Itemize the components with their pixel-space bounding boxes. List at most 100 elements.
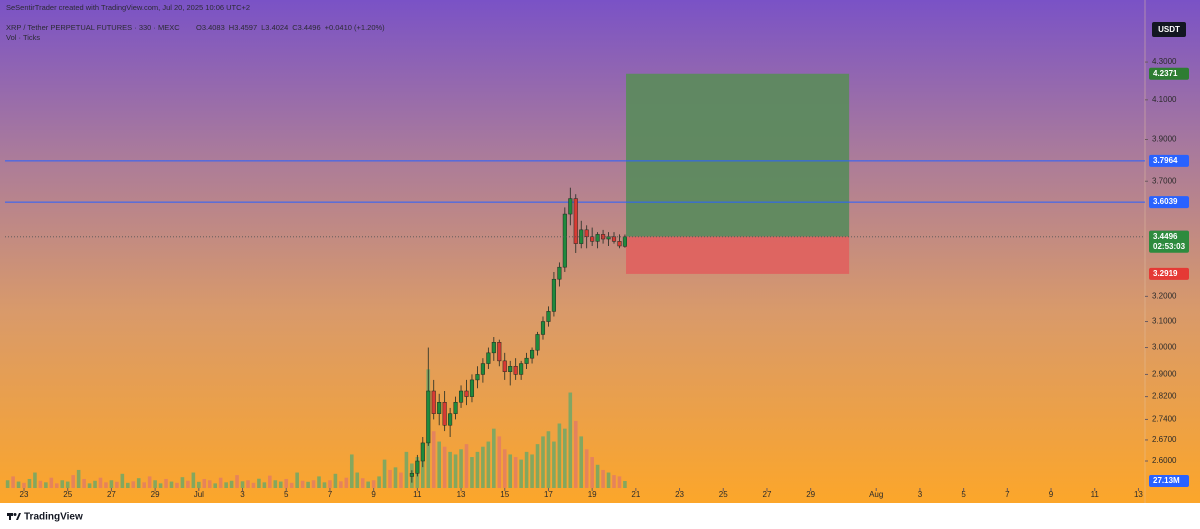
volume-bar	[448, 451, 452, 488]
x-tick-label: 5	[961, 490, 966, 499]
volume-bar	[617, 476, 622, 488]
volume-label-badge	[1149, 475, 1189, 488]
candle-body	[562, 213, 567, 268]
volume-bar	[44, 482, 48, 488]
legend-value: H3.4597	[229, 23, 257, 32]
candle-body	[437, 401, 442, 414]
volume-title: Vol · Ticks	[6, 33, 40, 42]
volume-bar	[218, 477, 223, 488]
volume-bar	[98, 477, 103, 488]
volume-bar	[606, 472, 611, 488]
target-label-badge	[1149, 67, 1189, 80]
candle-body	[458, 390, 464, 403]
volume-bar	[257, 478, 261, 488]
volume-bar	[623, 481, 627, 488]
volume-bar	[502, 449, 507, 488]
x-tick-label: 23	[675, 490, 684, 499]
volume-bar	[437, 441, 441, 488]
candle-body	[546, 311, 551, 322]
x-tick-label: 23	[20, 490, 29, 499]
footer-brand: TradingView	[24, 512, 83, 523]
y-tick-label: 4.1000	[1152, 95, 1177, 104]
volume-bar	[535, 444, 540, 488]
volume-bar	[289, 482, 294, 488]
volume-bar	[207, 480, 212, 488]
candle-body	[442, 401, 447, 426]
volume-bar	[235, 475, 239, 488]
volume-bar	[475, 451, 480, 488]
x-tick-label: 3	[240, 490, 245, 499]
candle-body	[453, 401, 458, 414]
candle-body	[540, 321, 546, 335]
volume-bar	[27, 478, 32, 488]
volume-label: 27.13M	[1153, 476, 1180, 485]
candle-body	[426, 390, 431, 444]
volume-bar	[142, 482, 146, 488]
x-tick-label: 29	[151, 490, 160, 499]
volume-bar	[377, 476, 381, 488]
volume-bar	[328, 480, 332, 488]
last-price-label-countdown: 02:53:03	[1153, 242, 1186, 251]
line-label-badge	[1149, 154, 1189, 167]
volume-bar	[60, 480, 65, 488]
candle-body	[491, 342, 496, 354]
candle-body	[464, 390, 469, 397]
x-tick-label: 29	[806, 490, 815, 499]
legend-value: C3.4496	[292, 23, 320, 32]
legend-value: O3.4083	[196, 23, 225, 32]
candle-body	[420, 442, 425, 462]
volume-bar	[322, 482, 327, 488]
x-tick-label: 13	[1134, 490, 1143, 499]
x-tick-label: 11	[1091, 490, 1100, 499]
volume-bar	[251, 482, 256, 488]
x-tick-label: 13	[457, 490, 466, 499]
candle-body	[480, 363, 485, 375]
volume-bar	[464, 444, 469, 488]
candle-body	[595, 234, 600, 242]
volume-bar	[229, 480, 234, 488]
volume-bar	[541, 436, 545, 488]
legend-value: L3.4024	[261, 23, 288, 32]
volume-bar	[126, 482, 130, 488]
x-tick-label: 25	[719, 490, 728, 499]
volume-bar	[552, 441, 556, 488]
volume-bar	[317, 476, 321, 488]
volume-bar	[158, 483, 163, 488]
volume-bar	[442, 446, 447, 488]
volume-bar	[573, 420, 578, 488]
candle-body	[573, 198, 578, 244]
footer-background	[0, 503, 1200, 529]
volume-bar	[508, 454, 513, 488]
target-label: 4.2371	[1153, 69, 1178, 78]
x-tick-label: 5	[284, 490, 289, 499]
y-tick-label: 3.1000	[1152, 317, 1177, 326]
x-tick-label: Jul	[194, 490, 204, 499]
x-tick-label: 27	[763, 490, 772, 499]
volume-bar	[202, 478, 207, 488]
volume-bar	[175, 482, 179, 488]
y-tick-label: 2.6000	[1152, 456, 1177, 465]
volume-bar	[197, 481, 201, 488]
volume-bar	[191, 472, 196, 488]
volume-bar	[530, 454, 534, 488]
volume-bar	[366, 481, 370, 488]
y-tick-label: 3.0000	[1152, 343, 1177, 352]
volume-bar	[120, 473, 125, 488]
volume-bar	[22, 482, 26, 488]
x-tick-label: Aug	[869, 490, 883, 499]
logo-mark	[16, 513, 21, 520]
volume-bar	[109, 480, 114, 488]
volume-bar	[93, 480, 97, 488]
volume-bar	[590, 457, 594, 488]
x-tick-label: 25	[63, 490, 72, 499]
profit-zone	[626, 73, 850, 237]
candle-body	[557, 266, 562, 280]
last-price-label: 3.4496	[1153, 232, 1178, 241]
y-tick-label: 2.7400	[1152, 415, 1177, 424]
volume-bar	[431, 431, 436, 488]
candle-body	[535, 334, 540, 351]
volume-bar	[153, 480, 157, 488]
y-tick-label: 2.6700	[1152, 435, 1177, 444]
volume-bar	[481, 446, 485, 488]
